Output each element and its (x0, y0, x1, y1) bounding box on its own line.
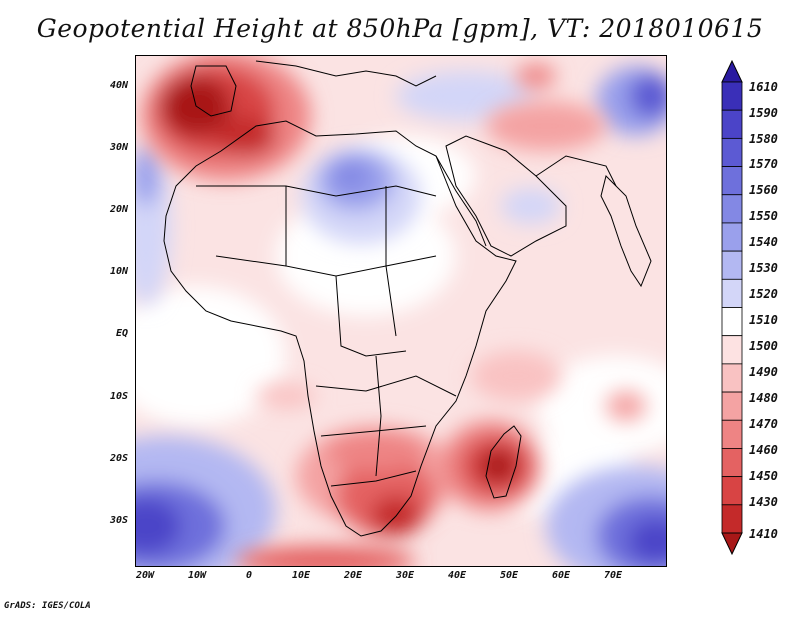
colorbar-label: 1430 (749, 495, 778, 509)
colorbar-label: 1450 (749, 469, 778, 483)
colorbar-swatch (721, 137, 743, 167)
colorbar-label: 1410 (749, 527, 778, 541)
lat-label-10n: 10N (109, 266, 128, 277)
map-title: Geopotential Height at 850hPa [gpm], VT:… (36, 14, 764, 43)
colorbar-label: 1550 (749, 209, 778, 223)
colorbar-swatch (721, 307, 743, 337)
lon-label-10e: 10E (291, 570, 311, 581)
colorbar-label: 1490 (749, 365, 778, 379)
lon-label-0: 0 (245, 570, 253, 581)
lon-label-10w: 10W (187, 570, 207, 581)
lat-label-30n: 30N (109, 142, 128, 153)
geopotential-field (136, 56, 666, 566)
lon-label-30e: 30E (395, 570, 415, 581)
lon-label-20w: 20W (135, 570, 155, 581)
colorbar-label: 1460 (749, 443, 778, 457)
colorbar (721, 60, 743, 555)
colorbar-swatch (721, 476, 743, 506)
map-panel (135, 55, 667, 567)
colorbar-swatches (721, 81, 743, 534)
colorbar-label: 1500 (749, 339, 778, 353)
lat-label-eq: EQ (115, 328, 128, 339)
colorbar-swatch (721, 194, 743, 224)
lon-label-70e: 70E (603, 570, 623, 581)
colorbar-label: 1570 (749, 157, 778, 171)
colorbar-swatch (721, 109, 743, 139)
lon-label-40e: 40E (447, 570, 467, 581)
colorbar-swatch (721, 419, 743, 449)
lat-label-40n: 40N (109, 80, 128, 91)
colorbar-swatch (721, 166, 743, 196)
colorbar-label: 1560 (749, 183, 778, 197)
colorbar-swatch (721, 448, 743, 478)
colorbar-label: 1610 (749, 80, 778, 94)
lon-label-50e: 50E (499, 570, 519, 581)
lat-label-20n: 20N (109, 204, 128, 215)
footer-credit: GrADS: IGES/COLA (4, 601, 91, 611)
lon-label-60e: 60E (551, 570, 571, 581)
coastlines (163, 60, 652, 537)
colorbar-label: 1530 (749, 261, 778, 275)
lat-label-20s: 20S (109, 453, 128, 464)
lat-label-30s: 30S (109, 515, 128, 526)
colorbar-swatch (721, 250, 743, 280)
colorbar-label: 1580 (749, 132, 778, 146)
colorbar-swatch (721, 391, 743, 421)
colorbar-swatch (721, 222, 743, 252)
colorbar-bottom-arrow (721, 532, 743, 555)
colorbar-label: 1480 (749, 391, 778, 405)
colorbar-label: 1470 (749, 417, 778, 431)
colorbar-label: 1510 (749, 313, 778, 327)
colorbar-top-arrow (721, 60, 743, 83)
colorbar-swatch (721, 335, 743, 365)
colorbar-swatch (721, 363, 743, 393)
colorbar-label: 1590 (749, 106, 778, 120)
colorbar-swatch (721, 278, 743, 308)
lat-label-10s: 10S (109, 391, 128, 402)
colorbar-label: 1540 (749, 235, 778, 249)
lon-label-20e: 20E (343, 570, 363, 581)
colorbar-label: 1520 (749, 287, 778, 301)
colorbar-swatch (721, 504, 743, 534)
colorbar-swatch (721, 81, 743, 111)
